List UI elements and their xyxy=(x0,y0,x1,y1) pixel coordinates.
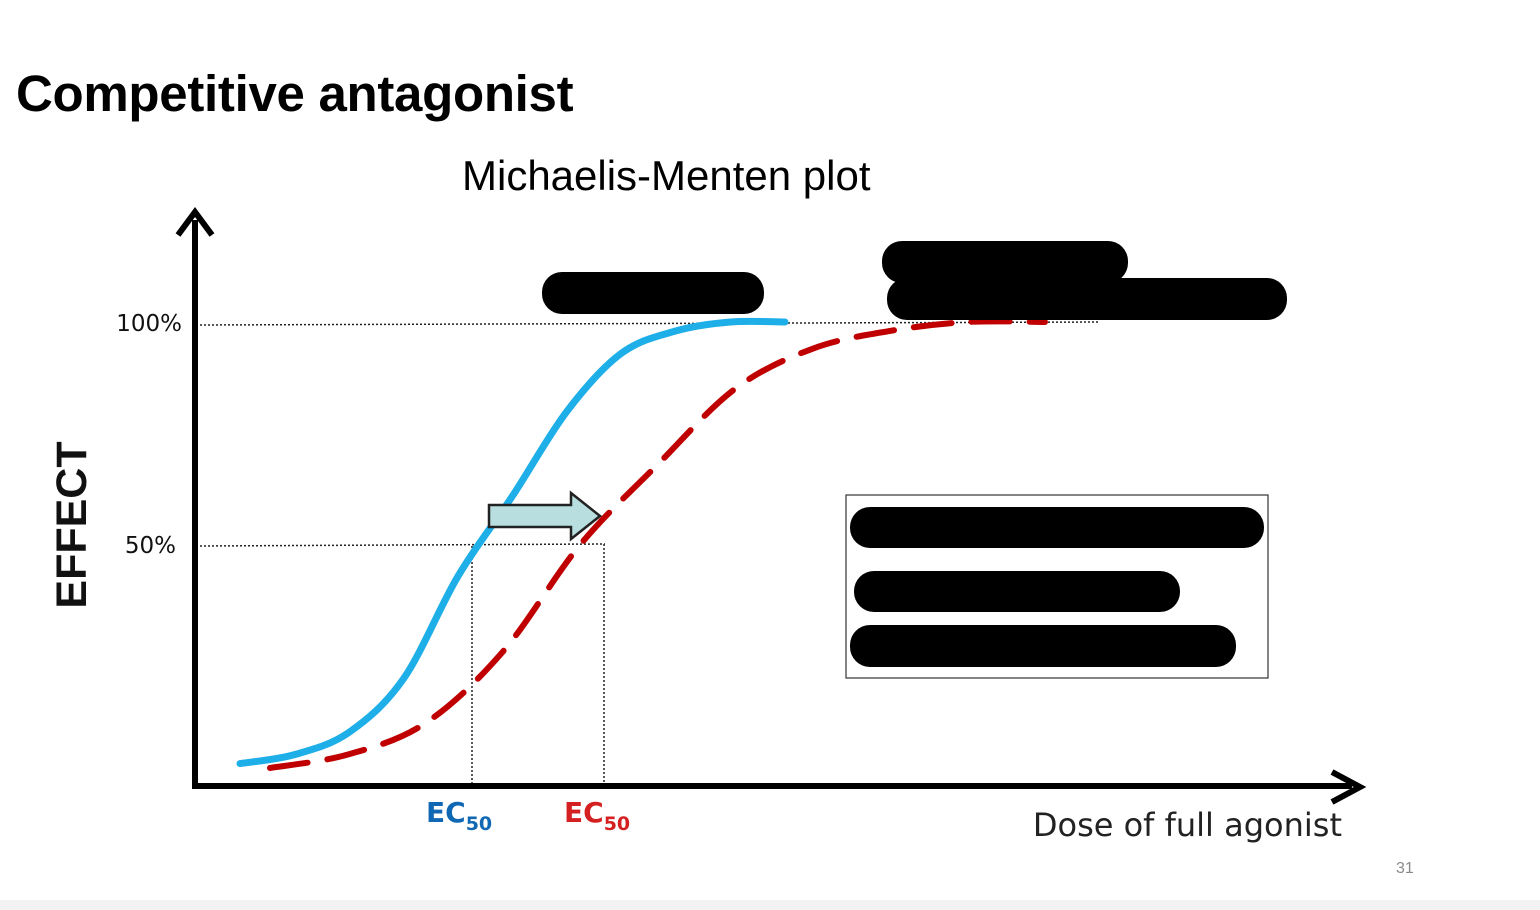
label-top-right-line1-redacted xyxy=(882,241,1128,283)
legend-line-3-redacted xyxy=(850,625,1236,667)
y-tick-label-50: 50% xyxy=(125,533,176,559)
x-axis-label: Dose of full agonist xyxy=(1033,806,1342,844)
shift-arrow xyxy=(487,490,603,542)
agonist-curve xyxy=(236,317,789,768)
bottom-strip xyxy=(0,900,1540,910)
x-axis xyxy=(192,769,1367,805)
label-top-right-line2-redacted xyxy=(887,278,1287,320)
y-axis xyxy=(175,206,215,785)
legend-line-2-redacted xyxy=(854,571,1180,612)
slide-number: 31 xyxy=(1396,860,1414,877)
y-axis-label: EFFECT xyxy=(48,441,96,608)
label-near-curve-top-left-redacted xyxy=(542,272,764,314)
agonist-with-antagonist-curve xyxy=(267,318,1048,771)
slide-title: Competitive antagonist xyxy=(16,65,574,122)
reference-line-50 xyxy=(199,543,606,547)
legend-line-1-redacted xyxy=(850,507,1264,548)
ec50-label-antagonist: EC50 xyxy=(564,796,630,835)
ec50-label-agonist: EC50 xyxy=(426,796,492,835)
chart-title: Michaelis-Menten plot xyxy=(462,152,871,199)
reference-line-100 xyxy=(199,321,1101,326)
y-tick-label-100: 100% xyxy=(116,311,182,337)
